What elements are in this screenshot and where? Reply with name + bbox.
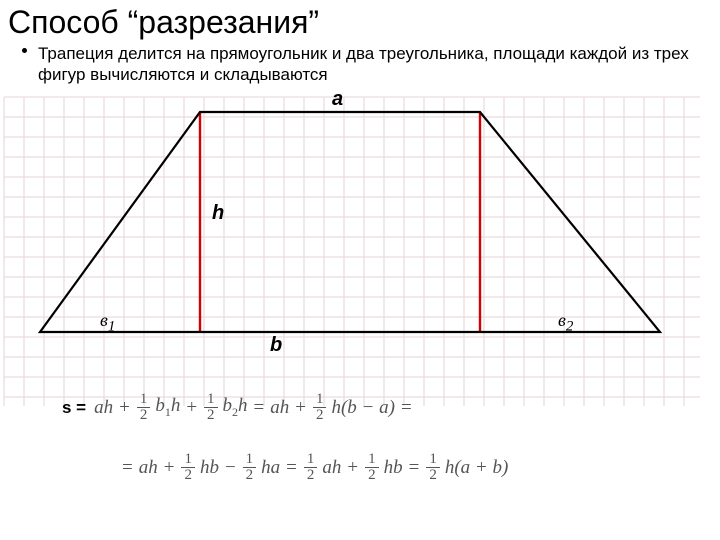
- label-b2: в2: [558, 310, 573, 336]
- label-a: a: [332, 88, 343, 111]
- slide-title: Способ “разрезания”: [0, 0, 720, 41]
- formula-line-1: s = ah+12b1h+12b2h=ah+12h(b − a)=: [62, 392, 414, 425]
- label-b: b: [270, 334, 282, 357]
- bullet-item: Трапеция делится на прямоугольник и два …: [0, 41, 720, 92]
- bullet-text: Трапеция делится на прямоугольник и два …: [38, 43, 700, 86]
- formula-line-2: =ah+12hb−12ha=12ah+12hb=12h(a + b): [120, 452, 508, 485]
- bullet-dot-icon: [22, 48, 27, 53]
- diagram-area: a b h в1 в2 s = ah+12b1h+12b2h=ah+12h(b …: [0, 92, 720, 522]
- label-h: h: [212, 202, 224, 225]
- label-b1: в1: [100, 310, 115, 336]
- s-equals: s =: [62, 398, 86, 418]
